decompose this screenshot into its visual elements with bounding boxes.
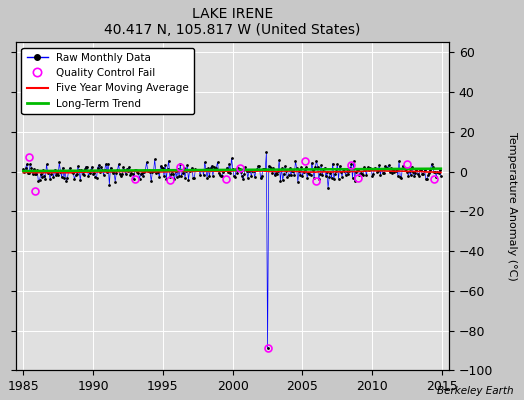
Title: LAKE IRENE
40.417 N, 105.817 W (United States): LAKE IRENE 40.417 N, 105.817 W (United S… [104, 7, 361, 37]
Legend: Raw Monthly Data, Quality Control Fail, Five Year Moving Average, Long-Term Tren: Raw Monthly Data, Quality Control Fail, … [21, 48, 194, 114]
Text: Berkeley Earth: Berkeley Earth [437, 386, 514, 396]
Y-axis label: Temperature Anomaly (°C): Temperature Anomaly (°C) [507, 132, 517, 281]
